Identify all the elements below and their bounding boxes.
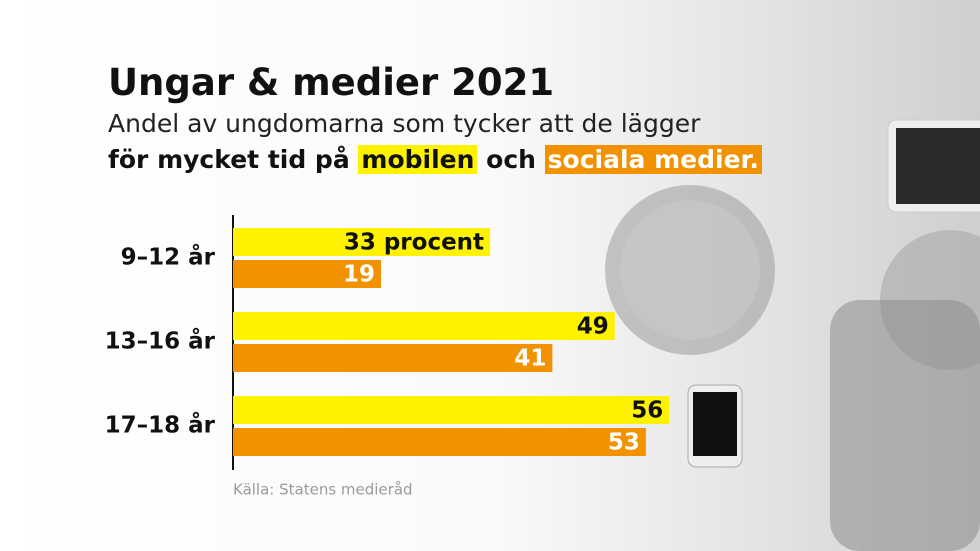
chart-title: Ungar & medier 2021 bbox=[108, 61, 555, 104]
y-tick-label: 17–18 år bbox=[105, 412, 216, 439]
value-label: 53 bbox=[608, 430, 640, 456]
subtitle: Andel av ungdomarna som tycker att de lä… bbox=[108, 109, 701, 138]
bar bbox=[233, 396, 670, 424]
subtitle-text: och bbox=[486, 145, 536, 174]
value-label: 49 bbox=[577, 314, 609, 340]
header: Ungar & medier 2021 Andel av ungdomarna … bbox=[108, 60, 762, 178]
bar bbox=[233, 228, 491, 256]
value-label: 41 bbox=[514, 346, 546, 372]
bar bbox=[233, 260, 382, 288]
value-label: 19 bbox=[343, 262, 375, 288]
subtitle-text: för mycket tid på bbox=[108, 145, 350, 174]
bar bbox=[233, 312, 615, 340]
bar bbox=[233, 344, 553, 372]
value-label: 56 bbox=[631, 398, 663, 424]
legend-entry: sociala medier. bbox=[544, 145, 762, 174]
value-label: 33 procent bbox=[344, 230, 484, 256]
legend-entry: mobilen bbox=[358, 145, 478, 174]
bar bbox=[233, 428, 646, 456]
source: Källa: Statens medieråd bbox=[233, 481, 413, 499]
subtitle-legend: för mycket tid på mobilen och sociala me… bbox=[108, 142, 762, 178]
y-tick-label: 9–12 år bbox=[121, 244, 216, 271]
y-tick-label: 13–16 år bbox=[105, 328, 216, 355]
